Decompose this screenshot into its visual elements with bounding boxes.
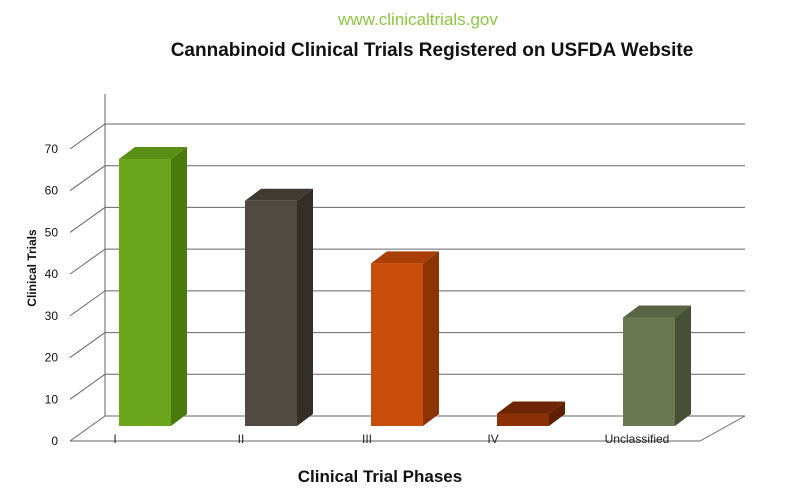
y-tick-label: 0 [51, 434, 58, 448]
bar-side-face [171, 147, 187, 426]
y-tick-label: 50 [45, 225, 59, 239]
bar-side-face [423, 251, 439, 426]
bar-top-face [119, 147, 187, 160]
bar-top-face [245, 188, 313, 201]
side-wall-line [69, 373, 106, 400]
y-tick-label: 70 [45, 142, 59, 156]
side-wall-line [69, 165, 106, 192]
bars [119, 147, 691, 426]
side-wall-line [69, 290, 106, 317]
category-label: Unclassified [605, 432, 670, 446]
bar-front-face [497, 413, 549, 426]
category-label: IV [487, 432, 498, 446]
y-axis-label: Clinical Trials [25, 229, 39, 307]
bar-side-face [675, 305, 691, 426]
bar-iii [371, 251, 439, 426]
bar-top-face [497, 401, 565, 414]
category-label: I [113, 432, 116, 446]
bar-front-face [245, 200, 297, 426]
bar-top-face [623, 305, 691, 318]
source-url: www.clinicaltrials.gov [337, 10, 498, 29]
side-wall-line [69, 123, 106, 150]
bar-side-face [549, 401, 565, 426]
category-label: III [362, 432, 372, 446]
bar-front-face [119, 159, 171, 426]
side-wall-line [69, 248, 106, 275]
bar-unclassified [623, 305, 691, 426]
y-tick-label: 40 [45, 267, 59, 281]
bar-iv [497, 401, 565, 426]
bar-front-face [371, 263, 423, 426]
bar-i [119, 147, 187, 426]
bar-front-face [623, 317, 675, 426]
bar-ii [245, 188, 313, 426]
y-tick-label: 30 [45, 309, 59, 323]
floor-right-edge [699, 415, 746, 442]
category-label: II [238, 432, 245, 446]
side-wall-line [69, 415, 106, 442]
y-tick-label: 20 [45, 351, 59, 365]
chart-title: Cannabinoid Clinical Trials Registered o… [171, 40, 694, 61]
x-axis-label: Clinical Trial Phases [298, 467, 462, 486]
bar-side-face [297, 188, 313, 426]
y-axis-ticks: 0 10 20 30 40 50 60 70 [45, 142, 59, 448]
y-tick-label: 60 [45, 184, 59, 198]
side-wall-line [69, 207, 106, 233]
x-axis-categories: I II III IV Unclassified [113, 432, 669, 446]
bar-top-face [371, 251, 439, 264]
side-wall-line [69, 332, 106, 358]
y-tick-label: 10 [45, 392, 59, 406]
